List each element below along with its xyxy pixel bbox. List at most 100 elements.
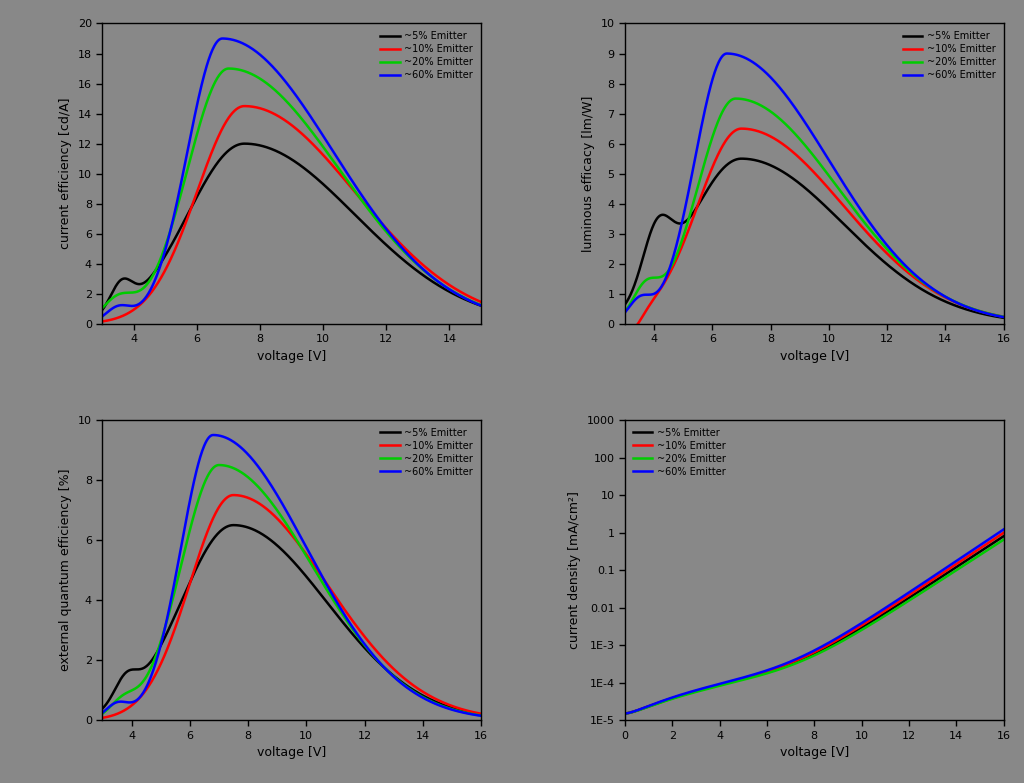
Y-axis label: luminous efficacy [lm/W]: luminous efficacy [lm/W] <box>582 96 595 252</box>
Line: ~20% Emitter: ~20% Emitter <box>625 539 1004 713</box>
~5% Emitter <box>382 666 394 676</box>
~60% Emitter <box>194 454 206 464</box>
Line: ~10% Emitter: ~10% Emitter <box>625 533 1004 713</box>
~20% Emitter <box>729 94 741 103</box>
~5% Emitter <box>382 242 394 251</box>
~60% Emitter <box>321 579 333 588</box>
~5% Emitter <box>194 187 206 197</box>
~60% Emitter <box>163 230 175 240</box>
~20% Emitter <box>686 688 698 698</box>
~20% Emitter <box>842 633 854 643</box>
~5% Emitter <box>227 521 240 530</box>
~20% Emitter <box>475 301 487 310</box>
Line: ~10% Emitter: ~10% Emitter <box>102 495 481 718</box>
~5% Emitter <box>96 305 109 315</box>
~5% Emitter <box>194 557 206 566</box>
~20% Emitter <box>871 615 884 625</box>
~20% Emitter <box>163 229 175 238</box>
~20% Emitter <box>716 680 728 690</box>
Line: ~10% Emitter: ~10% Emitter <box>625 128 1004 332</box>
~60% Emitter <box>716 52 728 61</box>
~10% Emitter <box>871 611 884 620</box>
~20% Emitter <box>350 629 362 638</box>
~10% Emitter <box>904 590 916 599</box>
~5% Emitter <box>997 532 1010 541</box>
~60% Emitter <box>216 34 228 43</box>
~10% Emitter <box>350 189 362 198</box>
~20% Emitter <box>268 85 281 94</box>
~10% Emitter <box>350 621 362 630</box>
~10% Emitter <box>905 270 918 280</box>
~5% Emitter <box>904 277 916 287</box>
~20% Emitter <box>618 307 631 316</box>
~20% Emitter <box>904 595 916 604</box>
Line: ~60% Emitter: ~60% Emitter <box>102 435 481 716</box>
~10% Emitter <box>227 490 240 500</box>
~5% Emitter <box>475 301 487 310</box>
~60% Emitter <box>96 708 109 717</box>
~60% Emitter <box>350 182 362 191</box>
~5% Emitter <box>842 631 854 640</box>
~10% Emitter <box>686 687 698 697</box>
~60% Emitter <box>382 667 394 677</box>
~10% Emitter <box>843 207 855 217</box>
~60% Emitter <box>904 266 916 276</box>
~5% Emitter <box>163 623 175 633</box>
~60% Emitter <box>871 608 884 618</box>
~60% Emitter <box>721 49 733 58</box>
~5% Emitter <box>686 210 698 219</box>
~10% Emitter <box>622 327 634 337</box>
Line: ~10% Emitter: ~10% Emitter <box>102 106 481 322</box>
Line: ~5% Emitter: ~5% Emitter <box>102 143 481 310</box>
~20% Emitter <box>716 107 728 117</box>
~20% Emitter <box>96 303 109 312</box>
~20% Emitter <box>904 268 916 277</box>
~60% Emitter <box>618 308 631 317</box>
~20% Emitter <box>163 607 175 616</box>
~10% Emitter <box>997 529 1010 538</box>
X-axis label: voltage [V]: voltage [V] <box>779 746 849 760</box>
~10% Emitter <box>194 548 206 557</box>
~20% Emitter <box>213 460 225 470</box>
~20% Emitter <box>791 659 803 668</box>
~10% Emitter <box>997 312 1010 321</box>
~20% Emitter <box>96 709 109 718</box>
~5% Emitter <box>163 244 175 253</box>
~10% Emitter <box>96 317 109 327</box>
Line: ~60% Emitter: ~60% Emitter <box>625 53 1004 317</box>
~5% Emitter <box>735 154 748 164</box>
~60% Emitter <box>791 106 803 115</box>
X-axis label: voltage [V]: voltage [V] <box>257 350 327 363</box>
~5% Emitter <box>716 680 728 689</box>
~10% Emitter <box>735 124 748 133</box>
~20% Emitter <box>222 64 234 74</box>
~5% Emitter <box>268 539 281 548</box>
Line: ~60% Emitter: ~60% Emitter <box>102 38 481 316</box>
~60% Emitter <box>268 63 281 73</box>
X-axis label: voltage [V]: voltage [V] <box>257 746 327 760</box>
X-axis label: voltage [V]: voltage [V] <box>779 350 849 363</box>
~10% Emitter <box>475 709 487 719</box>
~5% Emitter <box>268 146 281 155</box>
~60% Emitter <box>194 88 206 98</box>
~60% Emitter <box>716 679 728 688</box>
~5% Emitter <box>618 709 631 718</box>
~60% Emitter <box>475 711 487 720</box>
~60% Emitter <box>843 187 855 197</box>
~5% Emitter <box>321 597 333 606</box>
~10% Emitter <box>842 629 854 638</box>
~20% Emitter <box>350 188 362 197</box>
~5% Emitter <box>350 211 362 220</box>
~20% Emitter <box>686 204 698 213</box>
~20% Emitter <box>321 584 333 594</box>
~10% Emitter <box>163 257 175 266</box>
~20% Emitter <box>194 120 206 129</box>
Line: ~20% Emitter: ~20% Emitter <box>625 99 1004 317</box>
~5% Emitter <box>321 182 333 192</box>
~60% Emitter <box>686 170 698 179</box>
Line: ~60% Emitter: ~60% Emitter <box>625 529 1004 713</box>
~20% Emitter <box>997 312 1010 322</box>
Line: ~20% Emitter: ~20% Emitter <box>102 465 481 716</box>
~60% Emitter <box>997 312 1010 322</box>
~5% Emitter <box>871 613 884 622</box>
